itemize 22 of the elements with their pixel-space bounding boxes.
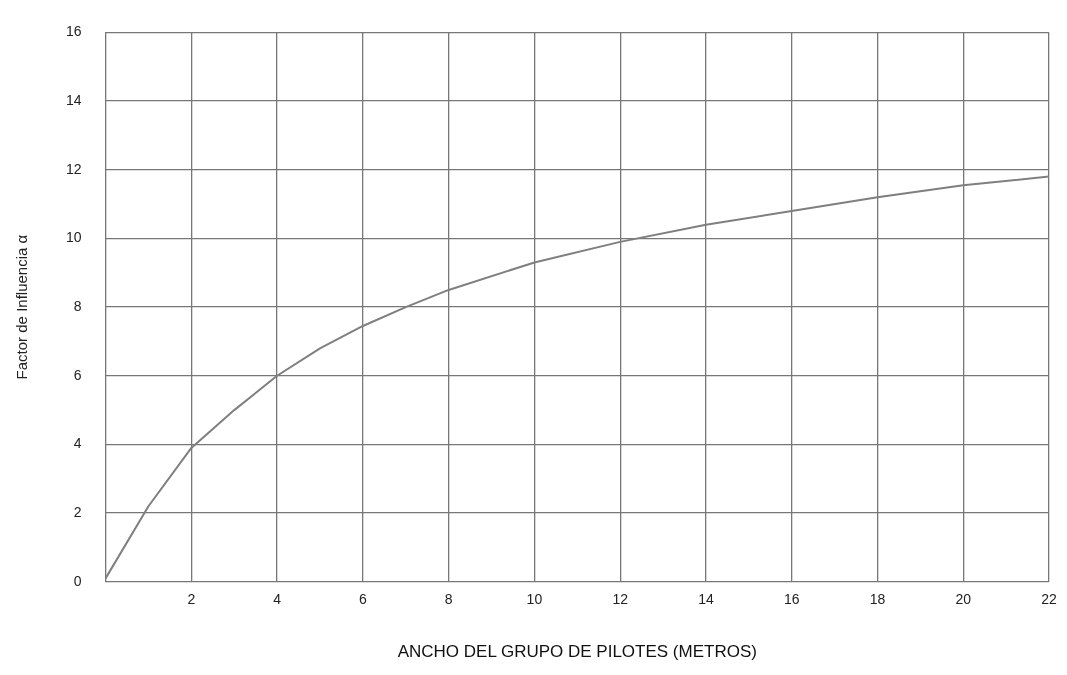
y-tick-label: 2 — [73, 503, 82, 520]
y-axis-title: Factor de Influencia α — [13, 234, 31, 380]
x-tick-label: 20 — [955, 591, 972, 608]
y-tick-label: 6 — [73, 366, 82, 383]
x-tick-label: 2 — [187, 591, 196, 608]
y-tick-label: 12 — [65, 160, 82, 177]
x-tick-label: 18 — [869, 591, 886, 608]
y-tick-label: 4 — [73, 435, 82, 452]
x-tick-label: 14 — [698, 591, 714, 608]
y-tick-label: 0 — [73, 572, 82, 589]
y-tick-label: 10 — [65, 229, 82, 246]
y-tick-label: 8 — [73, 297, 82, 314]
x-tick-label: 8 — [444, 591, 453, 608]
x-tick-label: 4 — [273, 591, 282, 608]
x-tick-label: 12 — [612, 591, 629, 608]
y-tick-label: 16 — [65, 23, 82, 40]
x-tick-label: 22 — [1041, 591, 1057, 608]
x-tick-label: 16 — [783, 591, 800, 608]
y-tick-label: 14 — [65, 91, 82, 108]
x-tick-label: 10 — [526, 591, 543, 608]
x-tick-label: 6 — [358, 591, 367, 608]
x-axis-title: ANCHO DEL GRUPO DE PILOTES (METROS) — [397, 642, 757, 662]
